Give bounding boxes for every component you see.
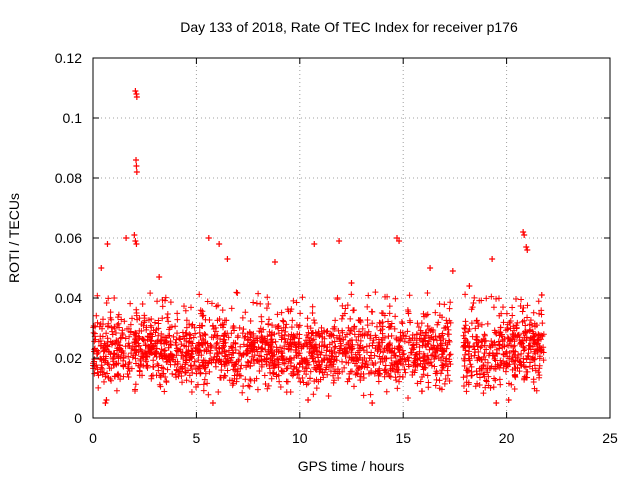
data-point <box>520 229 527 235</box>
data-point <box>103 397 110 403</box>
data-point <box>524 247 531 253</box>
data-point <box>132 238 139 244</box>
data-point <box>104 241 111 247</box>
x-tick-label: 15 <box>395 430 411 446</box>
data-point <box>133 241 140 247</box>
data-point <box>489 256 496 262</box>
data-point <box>538 292 545 298</box>
data-point <box>521 232 528 238</box>
data-point <box>133 169 140 175</box>
data-point <box>271 259 278 265</box>
data-points <box>90 88 547 406</box>
data-point-band <box>90 289 547 403</box>
y-tick-label: 0.08 <box>55 170 82 186</box>
y-tick-label: 0.02 <box>55 350 82 366</box>
chart-title: Day 133 of 2018, Rate Of TEC Index for r… <box>180 19 518 35</box>
data-point <box>133 157 140 163</box>
x-tick-label: 20 <box>499 430 515 446</box>
y-axis-label: ROTI / TECUs <box>6 193 22 283</box>
data-point <box>305 397 312 403</box>
x-tick-label: 0 <box>89 430 97 446</box>
y-tick-label: 0 <box>74 410 82 426</box>
data-point <box>348 280 355 286</box>
x-axis-label: GPS time / hours <box>298 458 405 474</box>
data-point <box>396 238 403 244</box>
data-point <box>133 94 140 100</box>
y-tick-label: 0.12 <box>55 50 82 66</box>
data-point <box>505 397 512 403</box>
y-tick-label: 0.1 <box>63 110 83 126</box>
data-point <box>205 235 212 241</box>
x-tick-label: 10 <box>292 430 308 446</box>
data-point <box>466 283 473 289</box>
data-point <box>369 400 376 406</box>
data-point <box>449 268 456 274</box>
y-tick-label: 0.06 <box>55 230 82 246</box>
x-axis-ticks: 0 5 10 15 20 25 <box>89 58 618 446</box>
data-point <box>523 244 530 250</box>
data-point <box>427 265 434 271</box>
data-point <box>131 232 138 238</box>
data-point <box>123 235 130 241</box>
x-tick-label: 25 <box>602 430 618 446</box>
data-point <box>132 88 139 94</box>
data-point <box>493 400 500 406</box>
y-tick-label: 0.04 <box>55 290 82 306</box>
data-point <box>98 265 105 271</box>
x-tick-label: 5 <box>193 430 201 446</box>
data-point <box>224 256 231 262</box>
data-point <box>216 241 223 247</box>
data-point <box>102 400 109 406</box>
data-point <box>336 238 343 244</box>
data-point <box>156 274 163 280</box>
y-axis-ticks: 0 0.02 0.04 0.06 0.08 0.1 0.12 <box>55 50 610 426</box>
data-point <box>209 400 216 406</box>
data-point <box>311 241 318 247</box>
data-point <box>133 163 140 169</box>
